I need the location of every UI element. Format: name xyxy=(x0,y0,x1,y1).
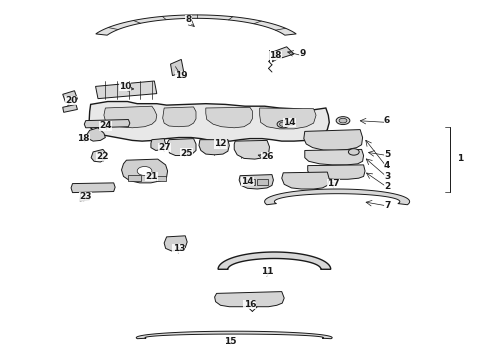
Text: 21: 21 xyxy=(146,172,158,181)
Polygon shape xyxy=(80,193,89,201)
Polygon shape xyxy=(164,236,187,251)
Text: 18: 18 xyxy=(269,51,282,60)
Polygon shape xyxy=(87,128,105,141)
Polygon shape xyxy=(199,140,229,155)
Polygon shape xyxy=(163,107,196,127)
Bar xyxy=(128,175,141,181)
Text: 26: 26 xyxy=(261,152,273,161)
Polygon shape xyxy=(96,81,157,99)
Polygon shape xyxy=(63,104,77,112)
Text: 14: 14 xyxy=(283,118,295,127)
Polygon shape xyxy=(239,175,273,189)
Polygon shape xyxy=(151,139,166,150)
Polygon shape xyxy=(282,172,329,189)
Text: 2: 2 xyxy=(384,182,390,191)
Bar xyxy=(257,179,268,185)
Ellipse shape xyxy=(137,166,152,175)
Text: 3: 3 xyxy=(384,172,390,181)
Polygon shape xyxy=(304,130,363,150)
Polygon shape xyxy=(308,165,365,179)
Text: 19: 19 xyxy=(175,71,188,80)
Polygon shape xyxy=(218,252,331,269)
Text: 23: 23 xyxy=(79,192,92,201)
Text: 24: 24 xyxy=(99,122,112,130)
Polygon shape xyxy=(84,120,130,128)
Text: 12: 12 xyxy=(214,139,227,148)
Ellipse shape xyxy=(336,117,350,125)
Polygon shape xyxy=(71,183,115,193)
Text: 7: 7 xyxy=(384,201,391,210)
Text: 15: 15 xyxy=(224,337,237,346)
Polygon shape xyxy=(104,106,157,128)
Polygon shape xyxy=(91,149,107,162)
Bar xyxy=(156,176,166,181)
Bar xyxy=(244,179,255,185)
Text: 25: 25 xyxy=(180,149,193,158)
Polygon shape xyxy=(168,139,196,156)
Polygon shape xyxy=(89,102,329,141)
Text: 4: 4 xyxy=(384,161,391,170)
Text: 27: 27 xyxy=(158,143,171,152)
Text: 16: 16 xyxy=(244,300,256,309)
Text: 22: 22 xyxy=(97,152,109,161)
Text: 5: 5 xyxy=(384,150,390,159)
Text: 11: 11 xyxy=(261,267,273,276)
Polygon shape xyxy=(305,149,364,165)
Text: 17: 17 xyxy=(327,179,340,188)
Text: 18: 18 xyxy=(77,134,90,143)
Text: 10: 10 xyxy=(119,82,131,91)
Polygon shape xyxy=(272,47,294,58)
Polygon shape xyxy=(234,140,270,159)
Polygon shape xyxy=(122,159,168,183)
Text: 6: 6 xyxy=(384,116,390,125)
Text: 9: 9 xyxy=(299,49,306,58)
Ellipse shape xyxy=(348,149,359,155)
Text: 14: 14 xyxy=(241,177,254,186)
Polygon shape xyxy=(63,91,77,103)
Text: 20: 20 xyxy=(65,96,77,105)
Ellipse shape xyxy=(339,118,347,123)
Polygon shape xyxy=(206,107,252,128)
Text: 8: 8 xyxy=(186,15,192,24)
Polygon shape xyxy=(265,189,410,205)
Text: 1: 1 xyxy=(458,154,464,163)
Polygon shape xyxy=(96,15,296,35)
Text: 13: 13 xyxy=(172,244,185,253)
Polygon shape xyxy=(171,59,184,76)
Polygon shape xyxy=(215,292,284,307)
Polygon shape xyxy=(260,108,316,129)
Ellipse shape xyxy=(279,122,287,126)
Polygon shape xyxy=(136,331,332,339)
Ellipse shape xyxy=(277,121,289,128)
